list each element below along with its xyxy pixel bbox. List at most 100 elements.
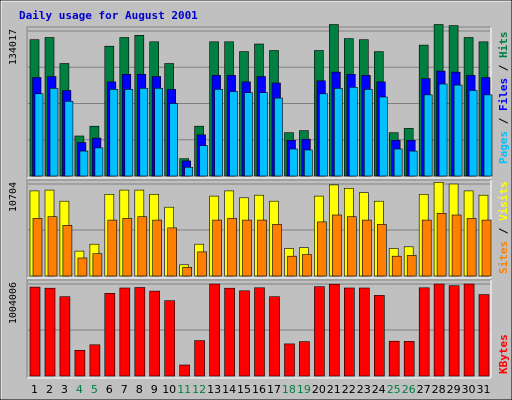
bar-sites-day-24	[376, 224, 387, 277]
legend-visits_sites: Sites / Visits	[497, 181, 510, 274]
legend-hits_files_pages: Pages / Files / Hits	[497, 32, 510, 165]
bar-kbytes-day-5	[89, 344, 101, 377]
bar-sites-day-11	[182, 267, 192, 277]
bar-kbytes-day-23	[358, 287, 370, 377]
bar-pages-day-9	[154, 88, 163, 177]
day-label-20: 20	[312, 383, 326, 396]
day-label-6: 6	[106, 383, 113, 396]
bar-sites-day-16	[257, 219, 267, 277]
bar-pages-day-27	[423, 94, 433, 177]
y-max-label: 1004006	[8, 282, 19, 324]
day-label-2: 2	[46, 383, 53, 396]
bar-sites-day-1	[32, 218, 43, 277]
day-label-17: 17	[267, 383, 281, 396]
bar-kbytes-day-31	[478, 294, 490, 377]
bar-sites-day-30	[466, 218, 477, 277]
day-label-23: 23	[357, 383, 371, 396]
bar-kbytes-day-28	[433, 283, 445, 377]
bar-kbytes-day-8	[134, 287, 146, 377]
bar-sites-day-5	[92, 253, 103, 277]
bar-pages-day-19	[304, 149, 313, 177]
chart-panels: 134017 10704 1004006	[8, 24, 493, 379]
bar-sites-day-17	[272, 224, 282, 277]
bar-sites-day-8	[137, 216, 148, 277]
bar-pages-day-28	[438, 83, 448, 177]
chart-legends: Pages / Files / Hits Sites / Visits KBytes	[497, 32, 510, 375]
bar-sites-day-20	[317, 221, 327, 277]
bar-kbytes-day-10	[164, 300, 175, 377]
bar-sites-day-15	[242, 219, 252, 277]
day-label-10: 10	[162, 383, 176, 396]
panel-visits_sites: 10704	[8, 179, 492, 279]
bar-kbytes-day-2	[44, 287, 56, 377]
bar-kbytes-day-9	[149, 290, 160, 377]
bar-pages-day-31	[483, 94, 493, 177]
bar-kbytes-day-27	[418, 287, 430, 377]
bar-kbytes-day-3	[59, 296, 71, 377]
day-label-31: 31	[477, 383, 491, 396]
bar-pages-day-15	[244, 92, 253, 177]
bar-kbytes-day-1	[29, 286, 41, 377]
day-label-14: 14	[222, 383, 236, 396]
legend-kbytes: KBytes	[497, 334, 510, 374]
day-label-24: 24	[372, 383, 386, 396]
bar-pages-day-17	[274, 97, 283, 177]
bar-pages-day-13	[214, 89, 223, 177]
bar-kbytes-day-25	[388, 340, 400, 377]
day-label-29: 29	[447, 383, 461, 396]
day-label-26: 26	[402, 383, 416, 396]
day-label-11: 11	[177, 383, 191, 396]
legend-separator: /	[497, 58, 510, 78]
bar-kbytes-day-7	[119, 287, 131, 377]
legend-entry-sites: Sites	[497, 241, 510, 274]
bar-kbytes-day-16	[254, 287, 265, 377]
bar-sites-day-25	[391, 255, 402, 277]
bar-sites-day-18	[287, 255, 297, 277]
bar-pages-day-3	[64, 101, 74, 177]
bar-kbytes-day-17	[269, 296, 280, 377]
bar-pages-day-11	[184, 167, 193, 177]
bar-kbytes-day-26	[403, 341, 415, 377]
bar-pages-day-26	[408, 150, 418, 177]
bar-sites-day-26	[406, 255, 417, 277]
bar-pages-day-5	[94, 147, 104, 177]
bar-pages-day-21	[334, 88, 343, 177]
day-label-3: 3	[61, 383, 68, 396]
bar-pages-day-20	[319, 93, 328, 177]
bar-pages-day-25	[393, 148, 403, 177]
bar-sites-day-23	[361, 219, 372, 277]
bar-sites-day-31	[481, 219, 492, 277]
bar-pages-day-2	[49, 88, 59, 177]
bar-pages-day-7	[124, 89, 134, 177]
bar-pages-day-16	[259, 92, 268, 177]
bar-kbytes-day-15	[239, 290, 250, 377]
day-label-27: 27	[417, 383, 431, 396]
bar-kbytes-day-30	[463, 283, 475, 377]
bar-sites-day-21	[332, 214, 342, 277]
day-label-5: 5	[91, 383, 98, 396]
panel-hits_files_pages: 134017	[8, 24, 493, 179]
bar-kbytes-day-14	[224, 287, 235, 377]
bar-pages-day-14	[229, 91, 238, 177]
bar-sites-day-29	[451, 214, 462, 277]
bar-sites-day-12	[197, 251, 207, 277]
legend-entry-hits: Hits	[497, 32, 510, 59]
chart-title: Daily usage for August 2001	[19, 9, 198, 22]
day-label-21: 21	[327, 383, 341, 396]
day-label-18: 18	[282, 383, 296, 396]
bar-kbytes-day-19	[299, 341, 310, 377]
bar-sites-day-3	[62, 225, 73, 277]
bar-pages-day-6	[109, 89, 119, 177]
day-label-7: 7	[121, 383, 128, 396]
day-label-30: 30	[462, 383, 476, 396]
bar-sites-day-27	[421, 219, 432, 277]
bar-pages-day-1	[34, 93, 44, 177]
legend-entry-files: Files	[497, 78, 510, 111]
bar-pages-day-22	[348, 87, 358, 177]
bar-kbytes-day-21	[329, 283, 340, 377]
bar-kbytes-day-29	[448, 285, 460, 377]
day-label-28: 28	[432, 383, 446, 396]
bar-kbytes-day-24	[373, 295, 385, 377]
day-label-4: 4	[76, 383, 83, 396]
